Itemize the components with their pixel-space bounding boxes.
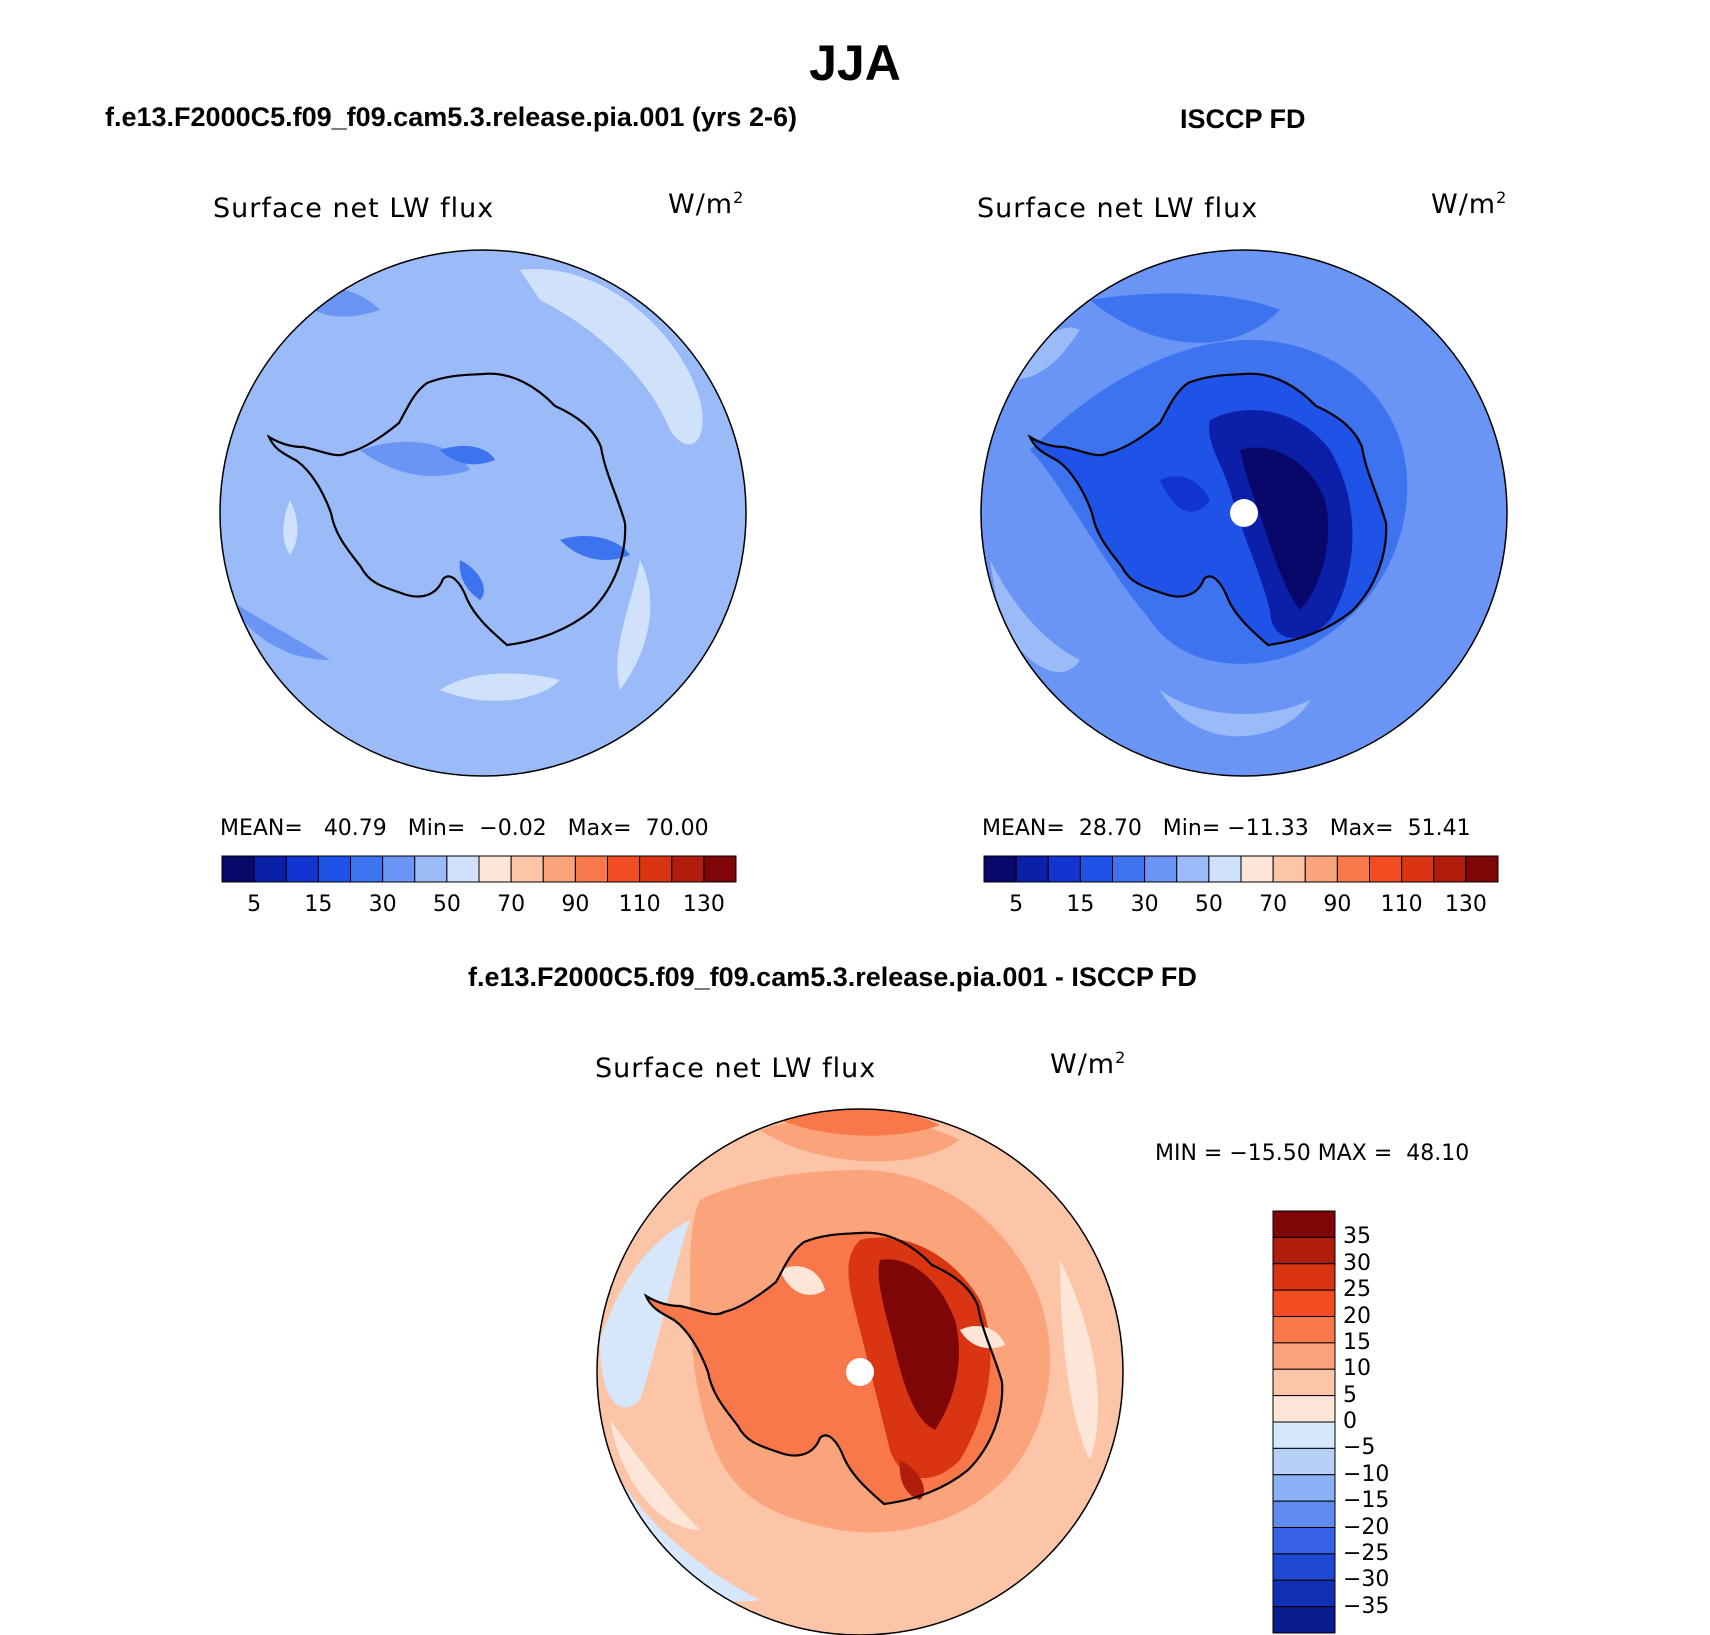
diff-colorbar-swatch bbox=[1272, 1263, 1336, 1291]
diff-colorbar-tick-label: 35 bbox=[1343, 1224, 1371, 1250]
obs-colorbar-swatch bbox=[1465, 855, 1499, 883]
diff-colorbar-tick-label: 10 bbox=[1343, 1356, 1371, 1382]
model-colorbar-swatch bbox=[221, 855, 255, 883]
model-stats: MEAN= 40.79 Min= −0.02 Max= 70.00 bbox=[220, 816, 709, 841]
model-colorbar-tick-label: 90 bbox=[561, 892, 590, 917]
obs-colorbar-swatch bbox=[1304, 855, 1338, 883]
diff-map bbox=[596, 1108, 1124, 1635]
model-case-title: f.e13.F2000C5.f09_f09.cam5.3.release.pia… bbox=[105, 102, 797, 132]
diff-colorbar-swatch bbox=[1272, 1289, 1336, 1317]
diff-colorbar-tick-label: 15 bbox=[1343, 1329, 1371, 1355]
diff-colorbar-swatch bbox=[1272, 1447, 1336, 1476]
diff-colorbar-tick-label: −25 bbox=[1343, 1540, 1390, 1566]
diff-colorbar-swatch bbox=[1272, 1395, 1336, 1423]
model-colorbar bbox=[221, 855, 737, 883]
obs-colorbar-tick-label: 110 bbox=[1380, 892, 1423, 917]
model-colorbar-swatch bbox=[574, 855, 608, 883]
obs-colorbar-tick-label: 5 bbox=[1009, 892, 1024, 917]
diff-colorbar-swatch bbox=[1272, 1527, 1336, 1555]
diff-colorbar-tick-label: −10 bbox=[1343, 1461, 1390, 1487]
obs-colorbar-swatch bbox=[1433, 855, 1467, 883]
model-colorbar-tick-label: 30 bbox=[368, 892, 397, 917]
model-colorbar-swatch bbox=[703, 855, 737, 883]
obs-colorbar-swatch bbox=[1240, 855, 1274, 883]
model-colorbar-tick-label: 130 bbox=[682, 892, 725, 917]
model-colorbar-tick-label: 15 bbox=[304, 892, 333, 917]
diff-colorbar-tick-label: −20 bbox=[1343, 1514, 1390, 1540]
model-colorbar-swatch bbox=[478, 855, 512, 883]
diff-colorbar-swatch bbox=[1272, 1368, 1336, 1397]
diff-colorbar-swatch bbox=[1272, 1316, 1336, 1344]
model-colorbar-tick-label: 110 bbox=[618, 892, 661, 917]
diff-colorbar-tick-label: 5 bbox=[1343, 1382, 1357, 1408]
diff-colorbar-swatch bbox=[1272, 1210, 1336, 1238]
model-colorbar-swatch bbox=[253, 855, 287, 883]
diff-colorbar-tick-label: −5 bbox=[1343, 1435, 1376, 1461]
obs-stats: MEAN= 28.70 Min= −11.33 Max= 51.41 bbox=[982, 816, 1471, 841]
model-colorbar-swatch bbox=[382, 855, 416, 883]
obs-colorbar-tick-label: 90 bbox=[1323, 892, 1352, 917]
obs-colorbar-tick-label: 50 bbox=[1194, 892, 1223, 917]
diff-colorbar-swatch bbox=[1272, 1421, 1336, 1449]
model-map bbox=[219, 249, 747, 777]
obs-colorbar-swatch bbox=[1079, 855, 1113, 883]
model-colorbar-swatch bbox=[607, 855, 641, 883]
diff-case-title: f.e13.F2000C5.f09_f09.cam5.3.release.pia… bbox=[468, 962, 1197, 992]
model-units-label: W/m2 bbox=[668, 188, 745, 220]
main-title: JJA bbox=[809, 35, 901, 91]
model-colorbar-swatch bbox=[446, 855, 480, 883]
diff-colorbar-tick-label: −30 bbox=[1343, 1567, 1390, 1593]
diff-colorbar-tick-label: 30 bbox=[1343, 1250, 1371, 1276]
obs-colorbar-swatch bbox=[1369, 855, 1403, 883]
diff-colorbar-tick-label: 0 bbox=[1343, 1409, 1357, 1434]
obs-colorbar-swatch bbox=[1208, 855, 1242, 883]
obs-colorbar-swatch bbox=[1015, 855, 1049, 883]
obs-colorbar-tick-label: 70 bbox=[1259, 892, 1288, 917]
diff-colorbar-swatch bbox=[1272, 1236, 1336, 1265]
obs-colorbar-swatch bbox=[1144, 855, 1178, 883]
obs-variable-label: Surface net LW flux bbox=[977, 193, 1259, 224]
diff-colorbar-swatch bbox=[1272, 1474, 1336, 1502]
model-colorbar-tick-label: 5 bbox=[247, 892, 262, 917]
model-colorbar-swatch bbox=[350, 855, 384, 883]
obs-case-title: ISCCP FD bbox=[1180, 104, 1306, 134]
diff-colorbar-swatch bbox=[1272, 1579, 1336, 1608]
model-colorbar-swatch bbox=[510, 855, 544, 883]
model-colorbar-swatch bbox=[542, 855, 576, 883]
model-colorbar-tick-label: 70 bbox=[497, 892, 526, 917]
obs-colorbar-swatch bbox=[1272, 855, 1306, 883]
diff-colorbar bbox=[1272, 1210, 1336, 1634]
obs-units-label: W/m2 bbox=[1431, 188, 1508, 220]
obs-colorbar-tick-label: 130 bbox=[1444, 892, 1487, 917]
diff-colorbar-swatch bbox=[1272, 1606, 1336, 1634]
obs-colorbar-swatch bbox=[1112, 855, 1146, 883]
obs-colorbar-tick-label: 30 bbox=[1130, 892, 1159, 917]
model-colorbar-tick-label: 50 bbox=[432, 892, 461, 917]
diff-colorbar-tick-label: −35 bbox=[1343, 1593, 1390, 1619]
obs-colorbar-swatch bbox=[1176, 855, 1210, 883]
diff-colorbar-swatch bbox=[1272, 1342, 1336, 1370]
diff-colorbar-swatch bbox=[1272, 1553, 1336, 1581]
obs-colorbar-tick-label: 15 bbox=[1066, 892, 1095, 917]
diff-colorbar-tick-label: −15 bbox=[1343, 1488, 1390, 1514]
obs-colorbar-swatch bbox=[983, 855, 1017, 883]
obs-colorbar-swatch bbox=[1336, 855, 1370, 883]
obs-colorbar-swatch bbox=[1047, 855, 1081, 883]
obs-map bbox=[980, 249, 1508, 777]
model-variable-label: Surface net LW flux bbox=[213, 193, 495, 224]
obs-colorbar-swatch bbox=[1401, 855, 1435, 883]
diff-variable-label: Surface net LW flux bbox=[595, 1053, 877, 1084]
obs-colorbar bbox=[983, 855, 1499, 883]
diff-colorbar-swatch bbox=[1272, 1500, 1336, 1528]
diff-stats: MIN = −15.50 MAX = 48.10 bbox=[1155, 1141, 1470, 1166]
diff-units-label: W/m2 bbox=[1050, 1048, 1127, 1080]
model-colorbar-swatch bbox=[285, 855, 319, 883]
model-colorbar-swatch bbox=[639, 855, 673, 883]
model-colorbar-swatch bbox=[414, 855, 448, 883]
model-colorbar-swatch bbox=[671, 855, 705, 883]
diff-colorbar-tick-label: 20 bbox=[1343, 1303, 1371, 1329]
diff-colorbar-tick-label: 25 bbox=[1343, 1277, 1371, 1303]
model-colorbar-swatch bbox=[317, 855, 351, 883]
